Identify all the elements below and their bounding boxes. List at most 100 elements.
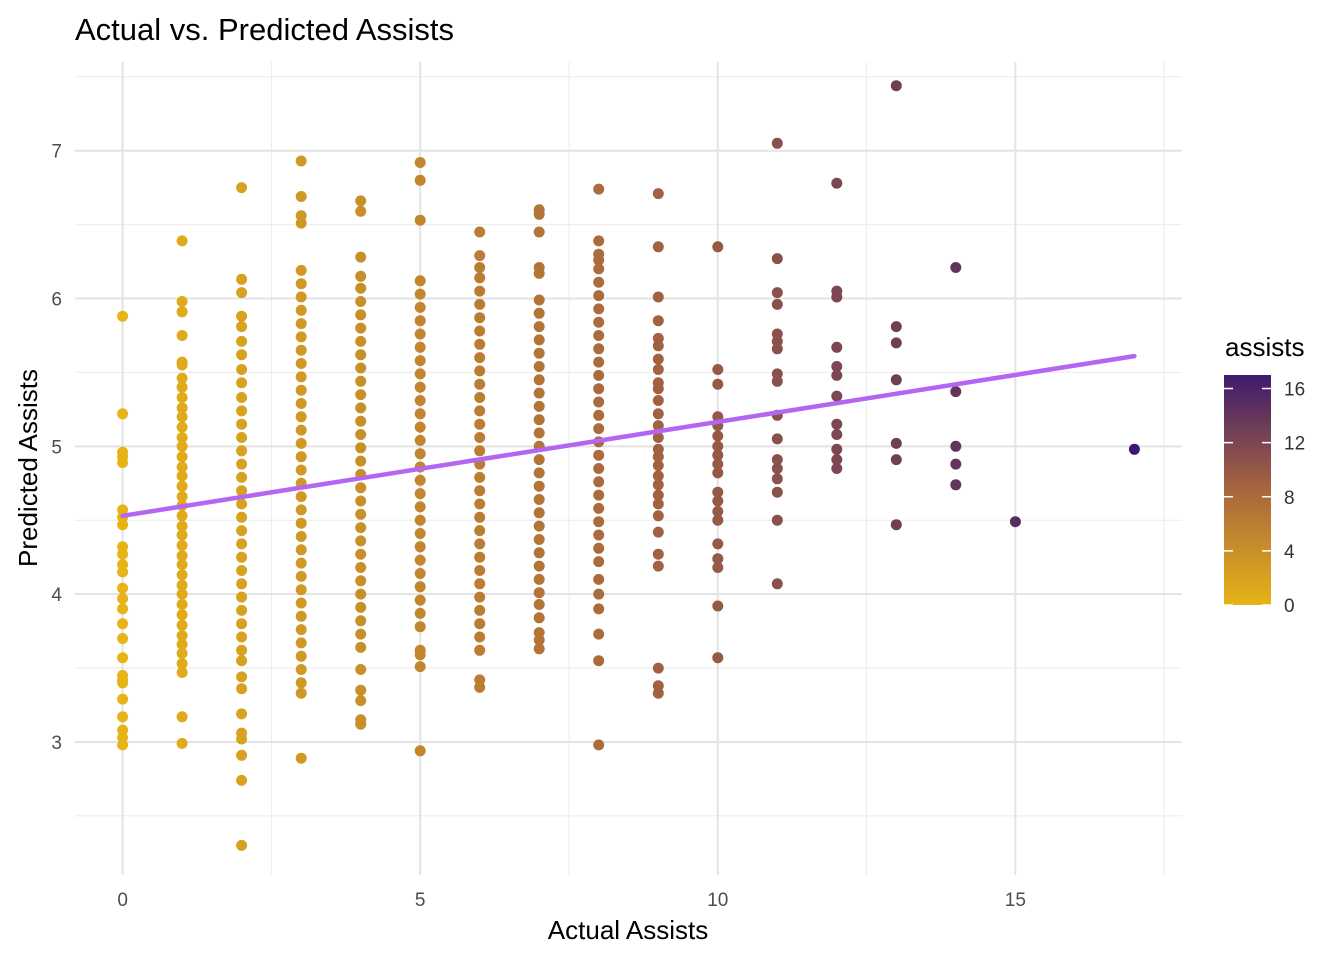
data-point xyxy=(652,479,664,491)
data-point xyxy=(712,486,724,498)
data-point xyxy=(295,384,307,396)
data-point xyxy=(533,587,545,599)
data-point xyxy=(236,392,248,403)
data-point xyxy=(295,664,307,675)
data-point xyxy=(593,254,605,266)
data-point xyxy=(890,80,902,92)
y-tick-label: 3 xyxy=(51,733,62,754)
data-point xyxy=(117,519,129,531)
data-point xyxy=(533,387,545,399)
data-point xyxy=(771,433,783,445)
data-point xyxy=(236,538,248,550)
data-point xyxy=(474,365,486,377)
data-point xyxy=(533,560,545,572)
data-point xyxy=(771,287,783,299)
data-point xyxy=(414,315,426,327)
data-point xyxy=(236,708,248,720)
data-point xyxy=(771,454,783,466)
data-point xyxy=(355,684,367,696)
data-point xyxy=(831,291,843,303)
data-point xyxy=(355,562,367,573)
data-point xyxy=(355,296,367,307)
data-point xyxy=(950,440,962,452)
data-point xyxy=(890,519,902,531)
data-point xyxy=(533,480,545,492)
data-point xyxy=(414,514,426,526)
data-point xyxy=(474,604,486,616)
data-point xyxy=(295,544,307,556)
data-point xyxy=(295,304,307,316)
data-point xyxy=(176,480,188,492)
data-point xyxy=(414,528,426,539)
x-tick-label: 15 xyxy=(1005,890,1026,911)
data-point xyxy=(414,661,426,673)
data-point xyxy=(236,618,248,630)
data-point xyxy=(771,375,783,387)
data-point xyxy=(355,195,367,207)
data-point xyxy=(474,312,486,324)
data-point xyxy=(533,208,545,220)
data-point xyxy=(295,504,307,516)
data-point xyxy=(593,316,605,328)
data-point xyxy=(355,664,367,675)
data-point xyxy=(593,423,605,435)
data-point xyxy=(295,451,307,463)
data-point xyxy=(236,774,248,786)
data-point xyxy=(295,752,307,764)
data-point xyxy=(176,599,188,610)
data-point xyxy=(117,593,129,605)
data-point xyxy=(355,415,367,427)
data-point xyxy=(533,547,545,559)
data-point xyxy=(652,408,664,420)
data-point xyxy=(593,588,605,600)
data-point xyxy=(176,539,188,551)
data-point xyxy=(593,330,605,341)
data-point xyxy=(236,591,248,603)
data-point xyxy=(474,578,486,590)
data-point xyxy=(176,381,188,393)
data-point xyxy=(593,290,605,302)
data-point xyxy=(533,334,545,346)
y-tick-label: 4 xyxy=(51,585,62,606)
data-point xyxy=(236,604,248,616)
data-point xyxy=(236,749,248,761)
data-point xyxy=(474,378,486,390)
data-point xyxy=(117,457,129,469)
data-point xyxy=(533,321,545,333)
data-point xyxy=(712,440,724,452)
data-point xyxy=(474,681,486,693)
data-point xyxy=(414,157,426,168)
data-point xyxy=(593,476,605,488)
data-point xyxy=(295,371,307,383)
data-point xyxy=(414,649,426,661)
data-point xyxy=(355,402,367,414)
data-point xyxy=(414,434,426,446)
data-point xyxy=(533,307,545,319)
data-point xyxy=(236,511,248,523)
data-point xyxy=(890,337,902,349)
data-point xyxy=(652,188,664,200)
data-point xyxy=(593,409,605,421)
data-point xyxy=(414,214,426,226)
data-point xyxy=(355,349,367,361)
data-point xyxy=(474,250,486,262)
data-point xyxy=(236,287,248,299)
data-point xyxy=(176,609,188,621)
data-point xyxy=(295,411,307,423)
data-point xyxy=(474,591,486,603)
data-point xyxy=(176,550,188,562)
data-point xyxy=(593,235,605,247)
data-point xyxy=(355,508,367,520)
data-point xyxy=(176,630,188,641)
data-point xyxy=(176,330,188,341)
data-point xyxy=(474,352,486,364)
data-point xyxy=(176,559,188,571)
data-point xyxy=(236,418,248,430)
x-axis-ticks: 0 5 10 15 xyxy=(117,890,1026,911)
data-point xyxy=(652,662,664,674)
data-point xyxy=(593,502,605,514)
data-point xyxy=(295,687,307,699)
data-point xyxy=(355,389,367,401)
data-point xyxy=(593,542,605,554)
data-point xyxy=(831,454,843,466)
